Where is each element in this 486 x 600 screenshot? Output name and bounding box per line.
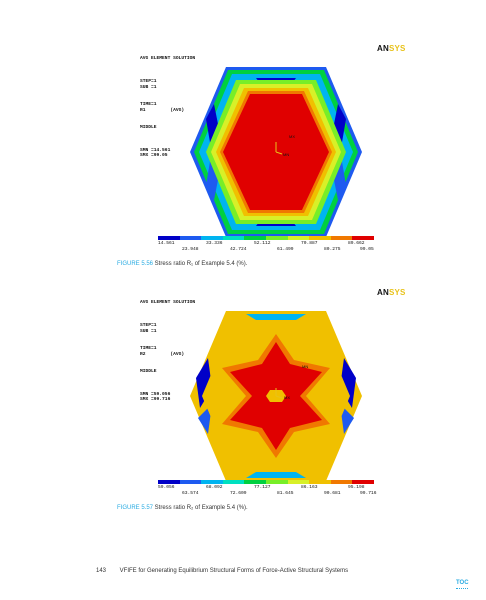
colorbar-label: 81.645 bbox=[277, 491, 294, 496]
colorbar bbox=[158, 480, 374, 484]
colorbar-label: 52.112 bbox=[254, 241, 271, 246]
colorbar-label: 14.561 bbox=[158, 241, 175, 246]
colorbar-label: 86.163 bbox=[301, 485, 318, 490]
toc-link[interactable]: TOC bbox=[456, 580, 469, 586]
figure-5-56: ANSYS AVG ELEMENT SOLUTION STEP=1 SUB =1 … bbox=[136, 40, 405, 255]
colorbar-swatch bbox=[158, 236, 180, 240]
colorbar-label: 33.336 bbox=[206, 241, 223, 246]
figure-caption: FIGURE 5.57 Stress ratio R₂ of Example 5… bbox=[117, 505, 248, 511]
colorbar-label: 59.056 bbox=[158, 485, 175, 490]
colorbar-label: 23.948 bbox=[182, 247, 199, 252]
colorbar-swatch bbox=[352, 480, 374, 484]
colorbar-swatch bbox=[265, 480, 288, 484]
mn-label: MN bbox=[302, 364, 308, 369]
colorbar bbox=[158, 236, 374, 240]
toc-underline bbox=[456, 588, 468, 589]
ansys-logo: ANSYS bbox=[377, 288, 406, 297]
colorbar-swatch bbox=[201, 480, 223, 484]
page-footer: 143 VFIFE for Generating Equilibrium Str… bbox=[96, 568, 348, 574]
colorbar-label: 42.724 bbox=[230, 247, 247, 252]
colorbar-label: 80.275 bbox=[324, 247, 341, 252]
colorbar-swatch bbox=[330, 236, 353, 240]
colorbar-label: 61.499 bbox=[277, 247, 294, 252]
solution-header: AVG ELEMENT SOLUTION STEP=1 SUB =1 TIME=1… bbox=[140, 56, 196, 159]
colorbar-swatch bbox=[330, 480, 353, 484]
book-title: VFIFE for Generating Equilibrium Structu… bbox=[119, 568, 349, 574]
mx-label: MX bbox=[289, 134, 295, 139]
colorbar-label: 63.574 bbox=[182, 491, 199, 496]
mx-label: MX bbox=[284, 395, 290, 400]
colorbar-swatch bbox=[265, 236, 288, 240]
colorbar-swatch bbox=[287, 480, 310, 484]
page-number: 143 bbox=[96, 568, 107, 574]
colorbar-swatch bbox=[158, 480, 180, 484]
contour-plot-r2: MN MX bbox=[190, 311, 362, 481]
colorbar-swatch bbox=[309, 236, 331, 240]
colorbar-swatch bbox=[352, 236, 374, 240]
solution-header: AVG ELEMENT SOLUTION STEP=1 SUB =1 TIME=1… bbox=[140, 300, 196, 403]
colorbar-label: 99.716 bbox=[360, 491, 377, 496]
colorbar-label: 90.681 bbox=[324, 491, 341, 496]
colorbar-swatch bbox=[179, 480, 202, 484]
figure-5-57: ANSYS AVG ELEMENT SOLUTION STEP=1 SUB =1 … bbox=[136, 284, 405, 499]
colorbar-swatch bbox=[244, 480, 266, 484]
colorbar-label: 77.127 bbox=[254, 485, 271, 490]
colorbar-label: 68.092 bbox=[206, 485, 223, 490]
colorbar-label: 89.662 bbox=[348, 241, 365, 246]
colorbar-swatch bbox=[222, 480, 245, 484]
figure-caption: FIGURE 5.56 Stress ratio R₁ of Example 5… bbox=[117, 261, 248, 267]
colorbar-swatch bbox=[179, 236, 202, 240]
colorbar-swatch bbox=[244, 236, 266, 240]
colorbar-label: 99.05 bbox=[360, 247, 374, 252]
colorbar-swatch bbox=[287, 236, 310, 240]
colorbar-swatch bbox=[309, 480, 331, 484]
colorbar-label: 72.609 bbox=[230, 491, 247, 496]
mn-label: MN bbox=[283, 152, 289, 157]
colorbar-label: 95.198 bbox=[348, 485, 365, 490]
ansys-logo: ANSYS bbox=[377, 44, 406, 53]
colorbar-swatch bbox=[201, 236, 223, 240]
colorbar-swatch bbox=[222, 236, 245, 240]
colorbar-label: 70.887 bbox=[301, 241, 318, 246]
contour-plot-r1: MX MN bbox=[190, 67, 362, 237]
